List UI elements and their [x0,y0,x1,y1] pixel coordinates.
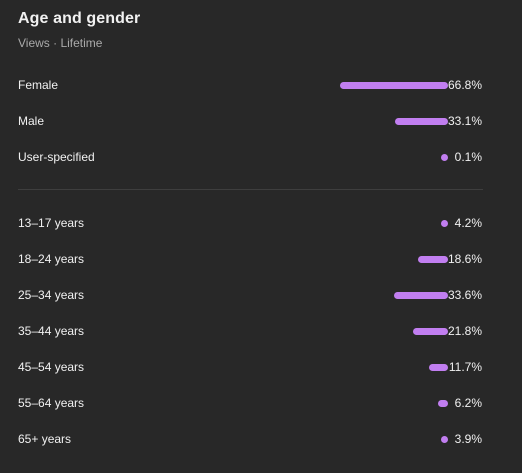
age-row-value: 6.2% [454,396,482,410]
age-row: 13–17 years 4.2% [18,214,482,234]
age-bar-track [318,220,448,228]
age-row-value: 33.6% [447,288,482,302]
age-row-value: 21.8% [447,324,482,338]
section-divider [18,189,483,190]
gender-bar-track [318,82,448,90]
age-row-value: 3.9% [454,432,482,446]
age-bar [441,436,448,443]
age-row: 55–64 years 6.2% [18,394,482,414]
age-bar [441,220,448,227]
gender-row-label: User-specified [18,150,95,164]
age-bar-track [318,292,448,300]
card-subtitle: Views · Lifetime [18,36,103,50]
age-row: 35–44 years 21.8% [18,322,482,342]
age-bar [437,400,448,407]
gender-bar-track [318,154,448,162]
age-row: 18–24 years 18.6% [18,250,482,270]
age-bar [417,256,448,263]
age-row-label: 18–24 years [18,252,85,266]
age-row-label: 35–44 years [18,324,85,338]
age-row-value: 4.2% [454,216,482,230]
age-bar [429,364,448,371]
age-row-label: 45–54 years [18,360,85,374]
age-row-label: 55–64 years [18,396,85,410]
gender-row-value: 33.1% [447,114,482,128]
age-bar [412,328,448,335]
gender-bar-track [318,118,448,126]
age-row-label: 25–34 years [18,288,85,302]
gender-row-value: 0.1% [454,150,482,164]
gender-row-value: 66.8% [447,78,482,92]
gender-bar [394,118,448,125]
age-row-label: 13–17 years [18,216,85,230]
gender-row: Female 66.8% [18,76,482,96]
card-title: Age and gender [18,10,141,27]
age-bar-track [318,436,448,444]
age-bar [393,292,448,299]
gender-row: Male 33.1% [18,112,482,132]
age-row-value: 11.7% [448,360,482,374]
age-bar-track [318,256,448,264]
age-row: 65+ years 3.9% [18,430,482,450]
age-row: 25–34 years 33.6% [18,286,482,306]
age-bar-track [318,328,448,336]
gender-row-label: Male [18,114,45,128]
age-bar-track [318,400,448,408]
age-row-value: 18.6% [447,252,482,266]
age-row: 45–54 years 11.7% [18,358,482,378]
gender-bar [441,154,448,161]
gender-bar [340,82,448,89]
age-bar-track [318,364,448,372]
age-row-label: 65+ years [18,432,72,446]
gender-row-label: Female [18,78,59,92]
gender-row: User-specified 0.1% [18,148,482,168]
